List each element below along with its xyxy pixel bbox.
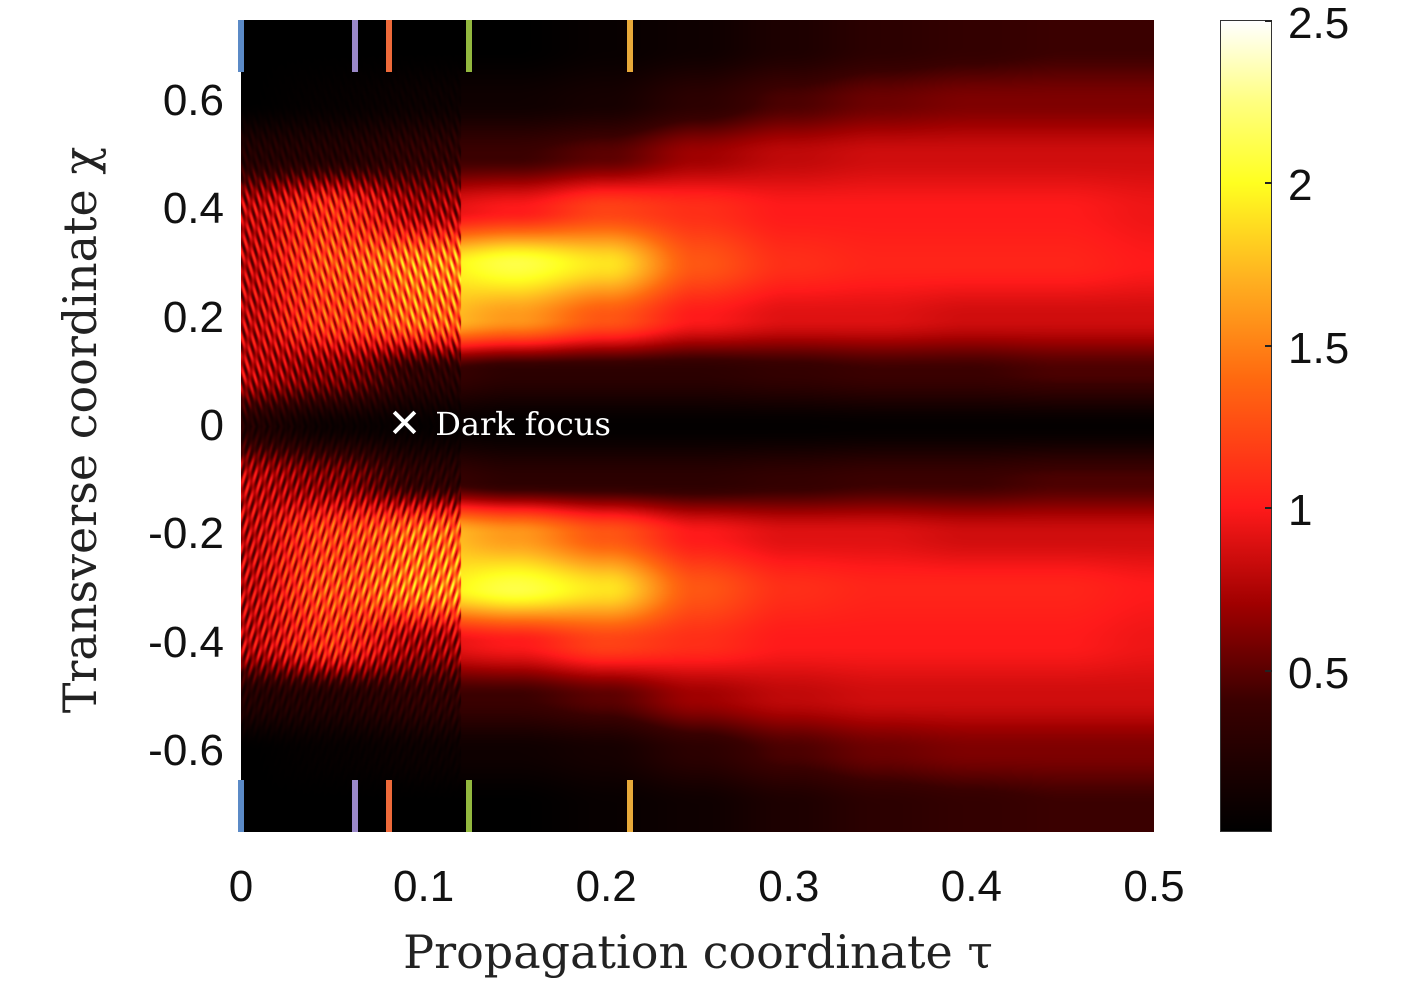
y-tick-label: 0 — [199, 401, 224, 450]
tau-marker-0-top — [238, 20, 244, 72]
x-tick-label: 0.5 — [1123, 862, 1185, 911]
tau-marker-3-bottom — [466, 780, 473, 832]
y-tick-label: -0.4 — [148, 617, 224, 667]
tau-marker-3-top — [466, 20, 473, 72]
colorbar-tick-label: 2 — [1288, 161, 1313, 211]
heatmap-image — [241, 20, 1154, 832]
colorbar — [1220, 20, 1272, 832]
x-axis-label: Propagation coordinate τ — [403, 925, 993, 979]
cross-marker-icon: ✕ — [387, 401, 422, 447]
colorbar-tick-label: 1.5 — [1288, 323, 1350, 373]
colorbar-tick-mark — [1265, 182, 1272, 185]
y-axis-label: Transverse coordinate χ — [53, 146, 107, 714]
tau-marker-2-bottom — [385, 780, 392, 832]
y-tick-label: -0.2 — [148, 509, 224, 559]
x-tick-label: 0.4 — [940, 862, 1002, 911]
y-tick-label: -0.6 — [148, 725, 224, 775]
colorbar-tick-label: 2.5 — [1288, 0, 1350, 48]
tau-marker-1-bottom — [352, 780, 359, 832]
heatmap-plot-area — [241, 20, 1154, 832]
tau-marker-4-top — [626, 20, 633, 72]
x-tick-label: 0.2 — [575, 862, 637, 911]
tau-marker-2-top — [385, 20, 392, 72]
colorbar-tick-label: 0.5 — [1288, 648, 1350, 698]
dark-focus-annotation: ✕ Dark focus — [388, 404, 611, 444]
y-tick-label: 0.2 — [162, 292, 224, 342]
y-tick-label: 0.6 — [162, 76, 224, 126]
y-tick-label: 0.4 — [162, 184, 224, 234]
tau-marker-0-bottom — [238, 780, 244, 832]
tau-marker-4-bottom — [626, 780, 633, 832]
colorbar-tick-mark — [1265, 20, 1272, 22]
colorbar-tick-mark — [1265, 669, 1272, 672]
annotation-label: Dark focus — [435, 405, 611, 443]
colorbar-tick-label: 1 — [1288, 486, 1313, 536]
x-tick-label: 0.1 — [393, 862, 455, 911]
x-tick-label: 0.3 — [758, 862, 820, 911]
x-tick-label: 0 — [228, 862, 254, 911]
tau-marker-1-top — [352, 20, 359, 72]
colorbar-tick-mark — [1265, 507, 1272, 510]
colorbar-tick-mark — [1265, 344, 1272, 347]
